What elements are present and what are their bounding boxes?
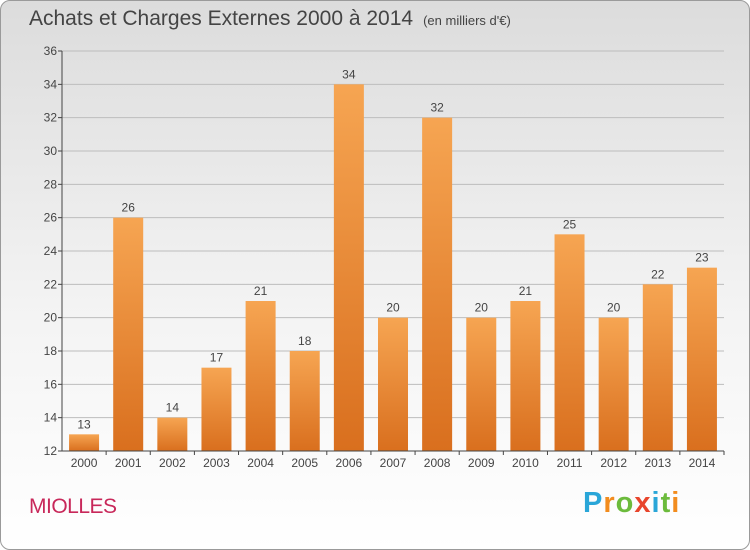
y-tick-label: 12 — [44, 444, 58, 458]
y-tick-label: 24 — [44, 244, 58, 258]
logo-letter: r — [603, 487, 616, 519]
x-tick-label: 2006 — [336, 456, 363, 470]
x-tick-label: 2010 — [512, 456, 539, 470]
logo-letter: P — [583, 487, 604, 519]
proxiti-logo: Proxiti — [583, 487, 680, 520]
y-tick-label: 34 — [44, 77, 58, 91]
bar-2011 — [554, 234, 585, 451]
x-tick-label: 2004 — [247, 456, 274, 470]
bar-value-label: 26 — [122, 201, 136, 215]
bar-value-label: 21 — [254, 284, 268, 298]
bar-2014 — [686, 267, 717, 451]
bar-2005 — [289, 351, 320, 451]
y-tick-label: 22 — [44, 277, 58, 291]
bar-2009 — [466, 317, 497, 451]
y-tick-label: 20 — [44, 311, 58, 325]
x-tick-label: 2001 — [115, 456, 142, 470]
bar-value-label: 18 — [298, 334, 312, 348]
bar-value-label: 32 — [430, 101, 444, 115]
y-tick-label: 18 — [44, 344, 58, 358]
logo-letter: t — [660, 487, 672, 519]
bar-value-label: 21 — [519, 284, 533, 298]
chart-title-block: Achats et Charges Externes 2000 à 2014 (e… — [29, 7, 511, 31]
bar-2008 — [422, 117, 453, 452]
bar-value-label: 17 — [210, 351, 224, 365]
x-tick-label: 2008 — [424, 456, 451, 470]
logo-letter: o — [615, 487, 635, 519]
bar-2003 — [201, 367, 232, 451]
x-tick-label: 2002 — [159, 456, 186, 470]
bar-2013 — [642, 284, 673, 451]
commune-name: MIOLLES — [29, 495, 117, 518]
x-tick-label: 2000 — [71, 456, 98, 470]
y-tick-label: 30 — [44, 144, 58, 158]
bar-value-label: 20 — [386, 301, 400, 315]
bar-2006 — [333, 84, 364, 451]
x-tick-label: 2003 — [203, 456, 230, 470]
y-tick-label: 36 — [44, 44, 58, 58]
bars — [69, 84, 717, 452]
y-tick-label: 28 — [44, 177, 58, 191]
x-tick-label: 2007 — [380, 456, 407, 470]
bar-value-label: 25 — [563, 217, 577, 231]
bar-value-label: 34 — [342, 67, 356, 81]
bar-2000 — [69, 434, 100, 451]
axes — [58, 50, 725, 455]
x-tick-label: 2014 — [689, 456, 716, 470]
x-tick-label: 2009 — [468, 456, 495, 470]
bar-2002 — [157, 417, 188, 451]
y-tick-label: 14 — [44, 411, 58, 425]
bar-value-label: 23 — [695, 251, 709, 265]
logo-letter: i — [651, 487, 661, 519]
y-tick-label: 32 — [44, 111, 58, 125]
chart-title: Achats et Charges Externes 2000 à 2014 — [29, 7, 414, 30]
chart-subtitle: (en milliers d'€) — [423, 13, 511, 28]
logo-letter: i — [671, 487, 681, 519]
bar-2012 — [598, 317, 629, 451]
bar-value-label: 13 — [77, 417, 91, 431]
bar-2001 — [113, 217, 144, 451]
x-tick-label: 2012 — [600, 456, 627, 470]
x-tick-label: 2011 — [557, 456, 583, 470]
x-tick-label: 2005 — [291, 456, 318, 470]
bar-value-label: 20 — [607, 301, 621, 315]
x-tick-label: 2013 — [644, 456, 671, 470]
logo-letter: x — [634, 487, 652, 519]
bar-2010 — [510, 301, 541, 451]
y-tick-label: 26 — [44, 211, 58, 225]
bar-value-label: 22 — [651, 267, 665, 281]
bar-value-label: 14 — [166, 401, 180, 415]
bar-2004 — [245, 301, 276, 451]
bar-value-label: 20 — [475, 301, 489, 315]
labels: 12 14 16 18 20 22 24 26 28 30 32 34 36 13 2000 26 2001 14… — [44, 44, 716, 470]
bar-2007 — [378, 317, 408, 451]
y-tick-label: 16 — [44, 377, 58, 391]
